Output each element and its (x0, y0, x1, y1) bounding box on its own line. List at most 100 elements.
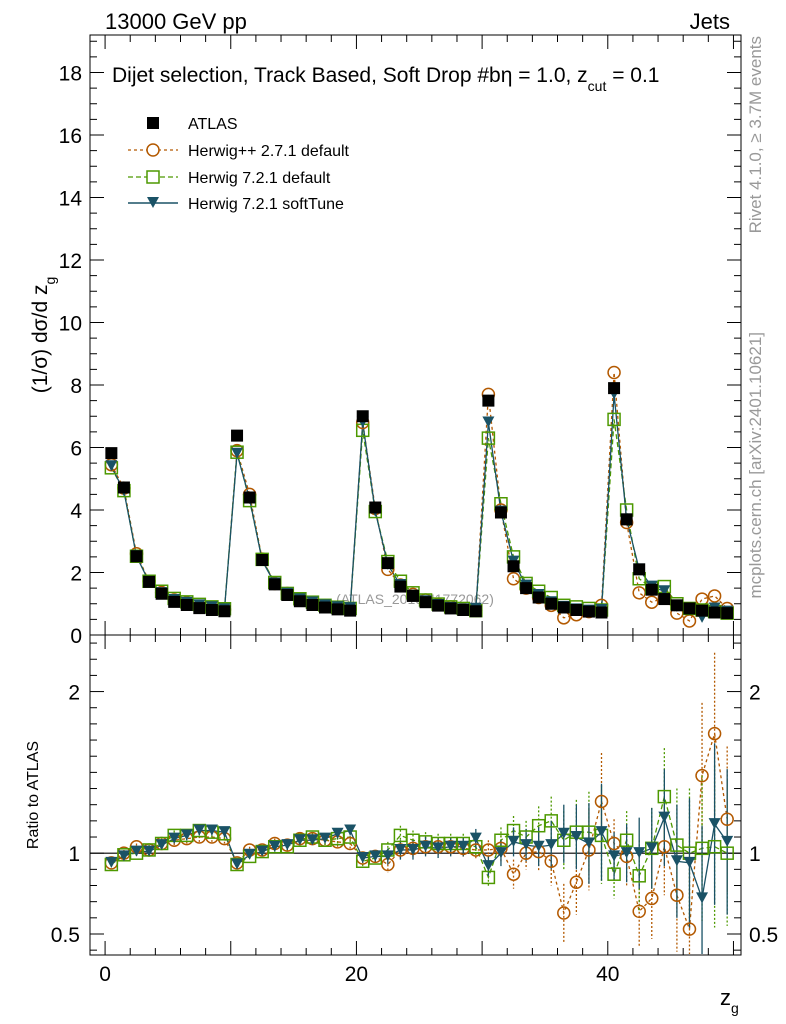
main-point-atlas (582, 605, 595, 618)
main-point-herwig-7-2-1-softtune (658, 585, 671, 597)
ratio-point-herwig-7-2-1-softtune (482, 860, 495, 872)
ratio-point-herwig-7-2-1-softtune (256, 845, 269, 857)
ratio-y-axis-label: Ratio to ATLAS (25, 741, 42, 849)
main-point-atlas (369, 501, 382, 514)
ratio-point-herwig-7-2-1-softtune (105, 856, 118, 868)
main-point-atlas (683, 602, 696, 615)
main-point-atlas (570, 604, 583, 616)
ratio-point-herwig-7-2-1-softtune (696, 892, 709, 904)
ratio-point-herwig-7-2-1-softtune (117, 850, 130, 862)
main-y-tick-label: 8 (70, 375, 82, 398)
main-point-atlas (293, 595, 306, 608)
main-point-atlas (193, 602, 206, 615)
ratio-point-herwig-7-2-1-softtune (143, 845, 156, 857)
main-y-tick-label: 18 (59, 63, 82, 86)
main-point-atlas (595, 606, 608, 619)
main-point-atlas (721, 607, 734, 620)
main-y-tick-label: 10 (59, 313, 82, 336)
main-point-atlas (696, 604, 709, 617)
ratio-point-herwig-7-2-1-softtune (570, 831, 583, 843)
ratio-point-herwig-2-7-1-default (569, 875, 584, 890)
ratio-point-herwig-7-2-1-softtune (608, 850, 621, 862)
ratio-point-herwig-7-2-1-softtune (582, 837, 595, 849)
main-point-atlas (117, 481, 130, 494)
ratio-point-herwig-7-2-1-softtune (193, 824, 206, 836)
svg-text:zg: zg (720, 985, 739, 1016)
ratio-point-herwig-2-7-1-default (682, 922, 697, 936)
main-point-atlas (670, 599, 683, 612)
main-point-herwig-7-2-1-softtune (482, 416, 495, 428)
main-point-atlas (469, 605, 482, 618)
ratio-point-herwig-7-2-1-softtune (507, 835, 520, 847)
main-y-tick-label: 6 (70, 438, 82, 461)
main-point-herwig-7-2-1-default (607, 412, 621, 427)
main-point-atlas (143, 575, 156, 588)
ratio-point-herwig-7-2-1-softtune (331, 827, 344, 839)
main-point-atlas (532, 591, 545, 604)
main-y-tick-label: 2 (70, 563, 82, 586)
ratio-point-herwig-7-2-1-softtune (658, 811, 671, 823)
legend-marker-herwigpp (146, 143, 160, 157)
main-point-atlas (457, 604, 470, 616)
ratio-y-tick-label-right: 1 (749, 843, 761, 866)
ratio-point-herwig-7-2-1-softtune (281, 839, 294, 851)
x-tick-label: 0 (99, 963, 111, 986)
ratio-point-herwig-7-2-1-softtune (444, 840, 457, 852)
ratio-point-herwig-7-2-1-softtune (670, 855, 683, 867)
main-point-atlas (482, 394, 495, 407)
ratio-point-herwig-7-2-1-softtune (268, 840, 281, 852)
main-point-atlas (520, 582, 533, 595)
ratio-point-herwig-7-2-1-softtune (545, 839, 558, 851)
legend-marker-herwig7-default (146, 170, 160, 184)
ratio-point-herwig-7-2-1-softtune (205, 824, 218, 836)
main-plot-title: Dijet selection, Track Based, Soft Drop … (112, 64, 660, 94)
header-jets-label: Jets (690, 9, 730, 34)
ratio-point-herwig-7-2-1-default (619, 833, 634, 848)
legend-label-herwig7-softtune: Herwig 7.2.1 softTune (188, 196, 344, 213)
main-point-atlas (658, 593, 671, 606)
ratio-point-herwig-7-2-1-softtune (721, 835, 734, 847)
x-tick-label: 40 (596, 963, 619, 986)
ratio-point-herwig-7-2-1-softtune (168, 832, 181, 844)
ratio-point-herwig-7-2-1-softtune (293, 834, 306, 846)
main-y-axis-label: (1/σ) dσ/d zg (29, 277, 58, 394)
main-point-atlas (620, 513, 633, 526)
x-tick-label: 20 (345, 963, 368, 986)
ratio-point-herwig-7-2-1-softtune (469, 832, 482, 844)
main-point-herwig-2-7-1-default (707, 589, 722, 603)
legend-marker-atlas (147, 117, 159, 129)
main-point-atlas (419, 596, 432, 609)
ratio-y-tick-label-right: 0.5 (749, 924, 778, 947)
ratio-point-herwig-7-2-1-softtune (708, 818, 721, 830)
ratio-series-line-herwig-7-2-1-softtune (111, 815, 728, 902)
main-point-herwig-2-7-1-default (632, 586, 646, 600)
title-suffix: η = 1.0, z (501, 64, 588, 87)
main-point-atlas (256, 554, 269, 566)
ratio-axes: 0 20 40 0.5 0.5 1 1 2 2 (51, 635, 778, 986)
title-end: = 0.1 (606, 64, 659, 87)
ratio-point-herwig-7-2-1-softtune (243, 848, 256, 860)
legend-label-herwigpp: Herwig++ 2.7.1 default (188, 143, 350, 160)
main-point-atlas (708, 606, 721, 619)
ratio-point-herwig-7-2-1-default (544, 814, 558, 828)
ratio-point-herwig-7-2-1-softtune (231, 858, 244, 870)
main-point-atlas (432, 599, 445, 612)
ratio-point-herwig-7-2-1-default (670, 838, 684, 852)
ratio-point-herwig-7-2-1-softtune (130, 845, 143, 857)
ratio-point-herwig-7-2-1-softtune (369, 850, 382, 862)
main-point-herwig-2-7-1-default (607, 365, 621, 380)
ratio-point-herwig-7-2-1-softtune (557, 827, 570, 839)
ratio-point-herwig-7-2-1-softtune (520, 839, 533, 851)
title-text: Dijet selection, Track Based, Soft Drop … (112, 64, 501, 87)
xlabel-sub: g (731, 1000, 739, 1016)
ratio-point-herwig-7-2-1-softtune (381, 850, 394, 862)
main-point-atlas (633, 563, 646, 576)
ratio-point-herwig-7-2-1-softtune (344, 824, 357, 836)
main-point-atlas (306, 599, 319, 611)
ratio-point-herwig-2-7-1-default (632, 904, 646, 919)
main-point-atlas (243, 491, 256, 504)
ratio-point-herwig-7-2-1-default (720, 846, 734, 860)
main-point-atlas (268, 578, 281, 591)
main-axes: 0 2 4 6 8 10 12 14 16 18 (59, 35, 741, 648)
